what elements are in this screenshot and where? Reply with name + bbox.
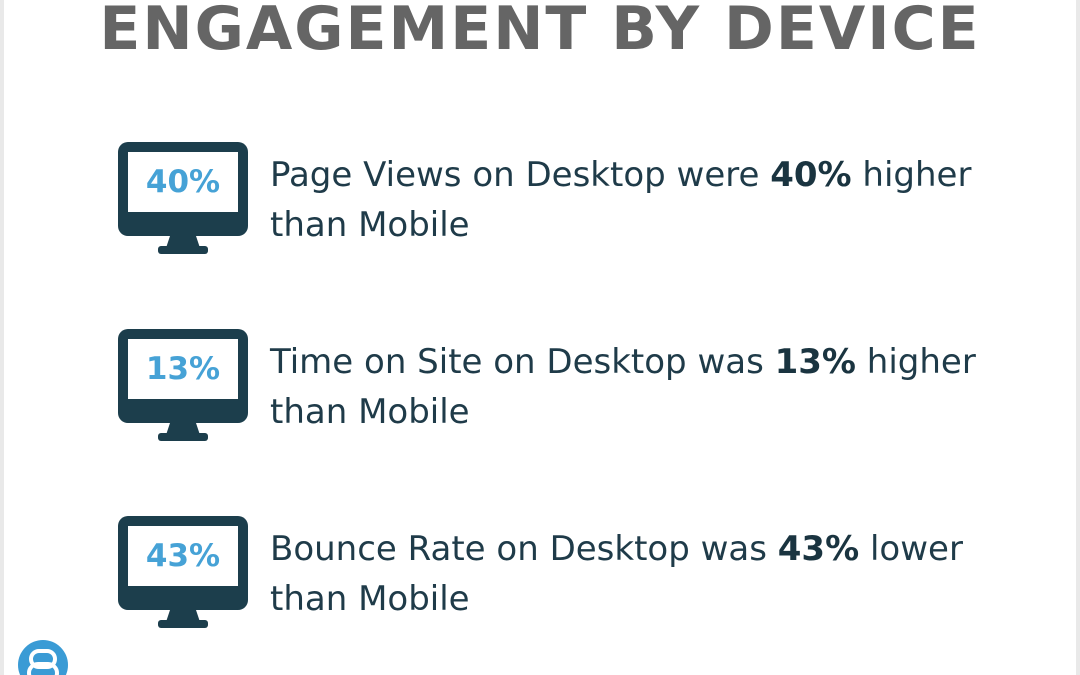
- stat-item: 40% Page Views on Desktop were 40% highe…: [118, 142, 998, 254]
- stat-description: Page Views on Desktop were 40% higher th…: [270, 150, 980, 250]
- stat-value: 40%: [145, 164, 221, 200]
- page-title: ENGAGEMENT BY DEVICE: [99, 0, 981, 64]
- stat-highlight: 43%: [777, 529, 860, 569]
- desktop-monitor-icon: 13%: [118, 329, 248, 441]
- stat-text-before: Page Views on Desktop were: [270, 155, 771, 195]
- stat-value: 13%: [145, 351, 221, 387]
- stat-item: 43% Bounce Rate on Desktop was 43% lower…: [118, 516, 998, 628]
- stat-highlight: 40%: [770, 155, 852, 195]
- stat-text-after: higher than Mobile: [270, 342, 976, 432]
- stat-item: 13% Time on Site on Desktop was 13% high…: [118, 329, 998, 441]
- brand-logo-icon: [18, 640, 68, 675]
- stat-value: 43%: [145, 538, 221, 574]
- stat-text-after: lower than Mobile: [270, 529, 963, 619]
- stat-text-before: Time on Site on Desktop was: [270, 342, 775, 382]
- stat-text-before: Bounce Rate on Desktop was: [270, 529, 778, 569]
- stat-highlight: 13%: [774, 342, 856, 382]
- stat-text-after: higher than Mobile: [270, 155, 972, 245]
- stat-description: Time on Site on Desktop was 13% higher t…: [270, 337, 980, 437]
- desktop-monitor-icon: 43%: [118, 516, 248, 628]
- stat-description: Bounce Rate on Desktop was 43% lower tha…: [270, 524, 980, 624]
- desktop-monitor-icon: 40%: [118, 142, 248, 254]
